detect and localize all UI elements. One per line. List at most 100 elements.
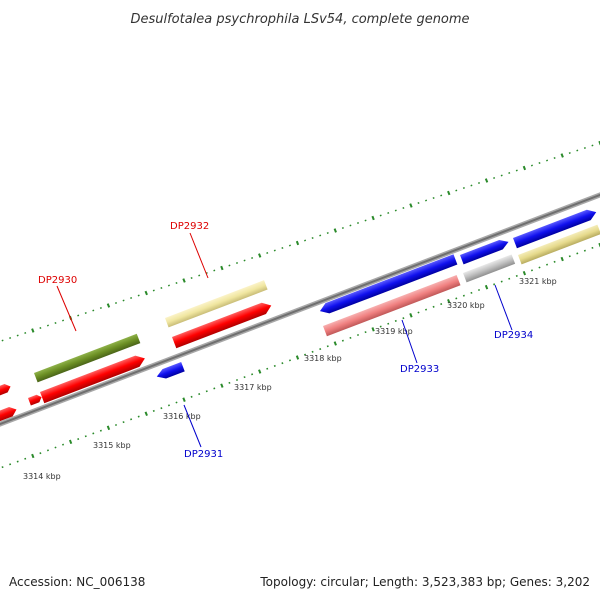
minor-tick-mark <box>402 317 405 320</box>
major-tick-mark <box>295 355 300 360</box>
major-tick-mark <box>31 328 35 333</box>
minor-tick-mark <box>213 269 216 272</box>
minor-tick-mark <box>591 144 594 147</box>
minor-tick-mark <box>591 246 594 249</box>
minor-tick-mark <box>394 209 397 212</box>
minor-tick-mark <box>235 378 239 382</box>
minor-tick-mark <box>130 418 133 421</box>
gene-red-left-fragment[interactable] <box>0 382 12 397</box>
gene-olive-dp2930[interactable] <box>34 333 141 383</box>
minor-tick-mark <box>470 184 473 187</box>
minor-tick-mark <box>266 252 269 254</box>
genome-summary-text: Topology: circular; Length: 3,523,383 bp… <box>259 575 590 589</box>
gene-red-left-fragment-2[interactable] <box>0 405 18 422</box>
minor-tick-mark <box>311 236 314 240</box>
minor-tick-mark <box>356 221 360 225</box>
gene-red-dp2932[interactable] <box>172 300 273 349</box>
minor-tick-mark <box>326 232 329 234</box>
major-tick-mark <box>258 253 262 258</box>
minor-tick-mark <box>24 332 27 334</box>
major-tick-mark <box>182 278 186 283</box>
minor-tick-mark <box>425 199 428 202</box>
major-tick-mark <box>333 341 337 346</box>
minor-tick-mark <box>205 272 208 274</box>
minor-tick-mark <box>9 463 12 466</box>
minor-tick-mark <box>235 261 239 265</box>
minor-tick-mark <box>122 421 125 424</box>
minor-tick-mark <box>288 244 291 247</box>
gene-blue-dp2933[interactable] <box>318 254 458 316</box>
minor-tick-mark <box>470 291 473 294</box>
gene-yellow-dp2932[interactable] <box>165 280 268 328</box>
tick-label-3321: 3321 kbp <box>519 277 557 286</box>
minor-tick-mark <box>281 246 284 250</box>
minor-tick-mark <box>432 305 435 308</box>
tick-label-3317: 3317 kbp <box>234 383 272 392</box>
gene-salmon-dp2933[interactable] <box>323 274 461 337</box>
minor-tick-mark <box>304 353 307 356</box>
minor-tick-mark <box>553 156 556 160</box>
minor-tick-mark <box>462 186 465 190</box>
gene-label-dp2930[interactable]: DP2930 <box>38 275 77 286</box>
major-tick-mark <box>68 439 73 445</box>
minor-tick-mark <box>515 169 518 172</box>
major-tick-mark <box>560 153 564 158</box>
gene-label-dp2933[interactable]: DP2933 <box>400 364 439 375</box>
major-tick-mark <box>220 383 224 388</box>
minor-tick-mark <box>387 322 390 325</box>
minor-tick-mark <box>493 176 496 180</box>
gene-blue-small[interactable] <box>460 237 510 265</box>
minor-tick-mark <box>228 381 231 384</box>
minor-tick-mark <box>243 259 246 262</box>
minor-tick-mark <box>356 333 360 337</box>
minor-tick-mark <box>205 390 208 393</box>
gene-blue-dp2931[interactable] <box>155 362 185 381</box>
minor-tick-mark <box>546 159 549 162</box>
minor-tick-mark <box>530 269 533 272</box>
minor-tick-mark <box>152 289 155 292</box>
minor-tick-mark <box>190 276 193 280</box>
minor-tick-mark <box>77 314 80 317</box>
minor-tick-mark <box>114 301 118 305</box>
minor-tick-mark <box>477 181 481 185</box>
minor-tick-mark <box>1 466 4 469</box>
major-tick-mark <box>371 327 375 332</box>
gene-arrows <box>0 207 600 422</box>
minor-tick-mark <box>167 284 170 287</box>
minor-tick-mark <box>364 219 367 222</box>
minor-tick-mark <box>92 309 95 312</box>
gene-grey-dp2934[interactable] <box>463 254 516 283</box>
minor-tick-mark <box>266 367 269 370</box>
minor-tick-mark <box>167 404 170 407</box>
gene-red-small[interactable] <box>28 393 43 406</box>
gene-blue-right[interactable] <box>513 207 598 249</box>
minor-tick-mark <box>54 321 57 325</box>
major-tick-mark <box>106 303 111 308</box>
gene-label-dp2931[interactable]: DP2931 <box>184 449 223 460</box>
gene-red-dp2930[interactable] <box>40 353 147 404</box>
minor-tick-mark <box>515 274 518 277</box>
minor-tick-mark <box>24 457 27 460</box>
minor-tick-mark <box>46 324 49 327</box>
minor-tick-mark <box>114 423 118 427</box>
major-tick-mark <box>295 240 300 246</box>
major-tick-mark <box>31 453 35 459</box>
minor-tick-mark <box>349 224 352 227</box>
minor-tick-mark <box>576 149 579 152</box>
minor-tick-mark <box>379 214 382 217</box>
minor-tick-mark <box>39 326 42 330</box>
minor-tick-mark <box>440 303 443 306</box>
minor-tick-mark <box>1 339 4 342</box>
minor-tick-mark <box>311 350 314 353</box>
minor-tick-mark <box>440 194 443 197</box>
gene-label-dp2934[interactable]: DP2934 <box>494 330 533 341</box>
gene-label-dp2932[interactable]: DP2932 <box>170 221 209 232</box>
minor-tick-mark <box>9 336 12 340</box>
minor-tick-mark <box>137 294 140 297</box>
minor-tick-mark <box>137 415 140 418</box>
minor-tick-mark <box>493 283 496 286</box>
major-tick-mark <box>409 313 413 318</box>
gene-khaki-right[interactable] <box>518 224 600 265</box>
minor-tick-mark <box>500 280 503 283</box>
